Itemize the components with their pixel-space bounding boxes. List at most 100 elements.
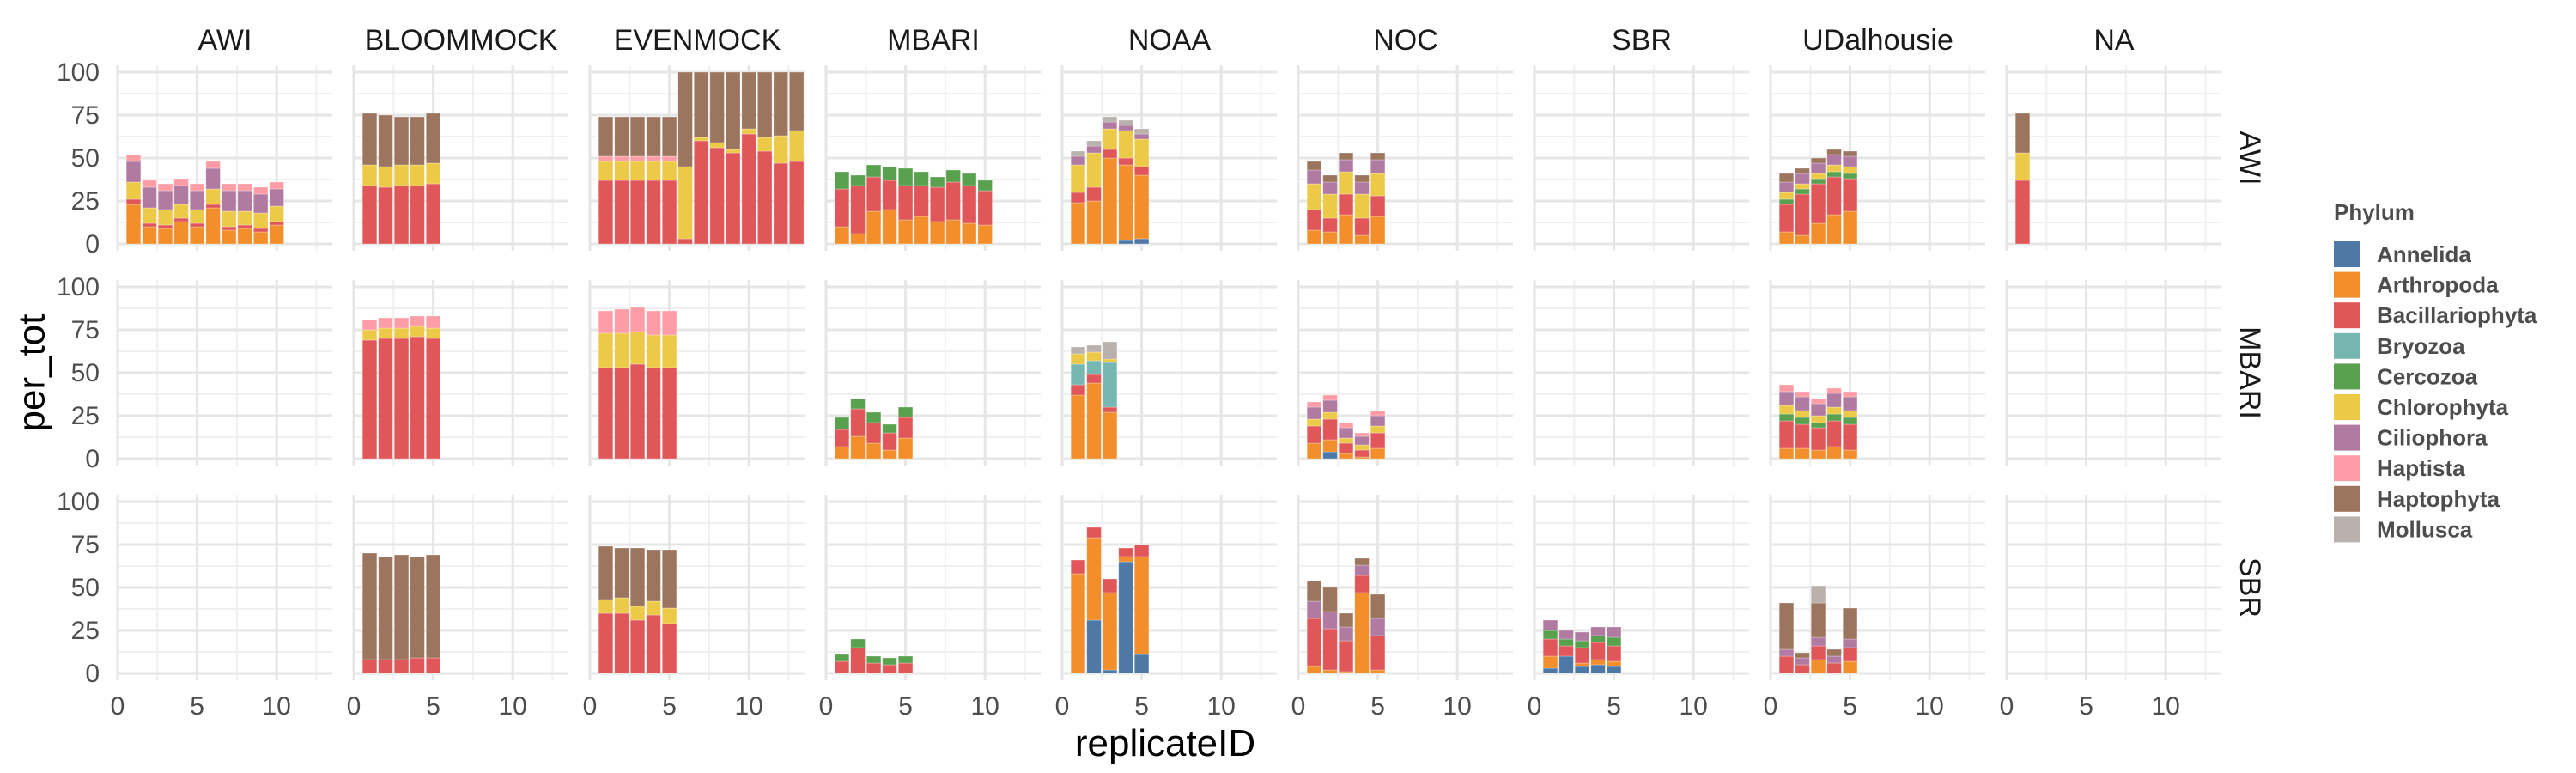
bar-segment-chlorophyta: [189, 209, 205, 224]
row-strip-label: MBARI: [2233, 326, 2266, 419]
bar-segment-ciliophora: [1810, 162, 1826, 174]
bar-segment-bacillariophyta: [897, 662, 914, 674]
bar-segment-ciliophora: [1338, 159, 1354, 173]
legend-swatch-cercozoa: [2334, 363, 2360, 390]
bar-segment-haptista: [614, 308, 629, 334]
bar-segment-ciliophora: [1842, 396, 1858, 411]
bar-segment-bacillariophyta: [629, 180, 646, 245]
bar-segment-arthropoda: [1086, 537, 1102, 621]
bar-segment-haptista: [1322, 394, 1338, 401]
bar-segment-ciliophora: [125, 161, 142, 183]
bar-segment-bacillariophyta: [1778, 420, 1795, 449]
bar-segment-haptophyta: [1778, 602, 1795, 650]
bar-segment-haptista: [142, 180, 157, 188]
bar-segment-bacillariophyta: [1826, 176, 1842, 216]
legend-label-cercozoa: Cercozoa: [2377, 363, 2478, 389]
bar-segment-chlorophyta: [646, 600, 661, 616]
bar-segment-bacillariophyta: [1810, 427, 1826, 451]
bar-segment-ciliophora: [1133, 133, 1150, 140]
bar-segment-annelida: [1133, 654, 1150, 674]
bar-segment-bacillariophyta: [1795, 664, 1810, 674]
bar-segment-chlorophyta: [598, 599, 614, 614]
bar-segment-haptophyta: [425, 113, 441, 164]
bar-segment-bacillariophyta: [173, 217, 189, 222]
column-strip-label: AWI: [198, 24, 252, 57]
bar-segment-bacillariophyta: [269, 221, 284, 226]
bar-segment-annelida: [1102, 669, 1118, 674]
x-tick-label: 5: [190, 692, 204, 721]
bar-segment-bacillariophyta: [897, 417, 914, 439]
bar-segment-chlorophyta: [646, 334, 661, 368]
bar-segment-haptophyta: [646, 116, 661, 157]
bar-segment-chlorophyta: [1370, 425, 1386, 434]
bar-segment-arthropoda: [1133, 556, 1150, 655]
bar-segment-arthropoda: [1842, 660, 1858, 674]
panel-SBR-AWI: [116, 495, 332, 680]
bar-segment-bacillariophyta: [773, 162, 788, 245]
panels-layer: [116, 65, 2221, 680]
bar-segment-ciliophora: [1102, 121, 1118, 130]
bar-segment-haptista: [410, 315, 425, 327]
bar-segment-chlorophyta: [252, 212, 269, 229]
bar-segment-ciliophora: [1778, 648, 1795, 657]
bar-segment-arthropoda: [1070, 394, 1086, 460]
bar-segment-haptista: [598, 310, 614, 334]
bar-segment-ciliophora: [173, 185, 189, 205]
bar-segment-bacillariophyta: [205, 204, 221, 209]
bar-segment-arthropoda: [897, 219, 914, 245]
bar-segment-arthropoda: [866, 210, 882, 245]
legend-swatch-haptophyta: [2334, 485, 2360, 512]
bar-segment-cercozoa: [914, 171, 929, 186]
x-tick-label: 5: [662, 692, 677, 721]
x-tick-label: 0: [1764, 692, 1778, 721]
x-tick-label: 10: [262, 692, 290, 721]
x-tick-label: 5: [2079, 692, 2093, 721]
bar-segment-arthropoda: [173, 221, 189, 245]
bar-segment-ciliophora: [1354, 435, 1370, 446]
bar-segment-bacillariophyta: [1322, 628, 1338, 671]
bar-segment-bacillariophyta: [929, 186, 945, 222]
bar-segment-bacillariophyta: [425, 657, 441, 674]
bars-SBR-MBARI: [834, 638, 914, 674]
bars-MBARI-NOAA: [1070, 341, 1118, 460]
x-tick-label: 5: [898, 692, 913, 721]
bar-segment-chlorophyta: [661, 607, 677, 624]
bar-segment-ciliophora: [1810, 403, 1826, 417]
bar-segment-haptista: [598, 155, 614, 162]
bar-segment-chlorophyta: [629, 606, 646, 621]
bars-SBR-NOAA: [1070, 526, 1150, 674]
bar-segment-bacillariophyta: [866, 422, 882, 444]
bar-segment-mollusca: [1118, 119, 1133, 126]
bar-segment-arthropoda: [850, 435, 866, 460]
bar-segment-bacillariophyta: [598, 367, 614, 460]
panel-MBARI-NA: [2005, 280, 2221, 466]
bar-segment-haptista: [629, 307, 646, 332]
bar-segment-chlorophyta: [1354, 444, 1370, 451]
bar-segment-bacillariophyta: [882, 180, 897, 210]
bar-segment-arthropoda: [850, 233, 866, 245]
bar-segment-arthropoda: [1102, 411, 1118, 460]
bar-segment-arthropoda: [1118, 556, 1133, 563]
bar-segment-cercozoa: [897, 167, 914, 186]
bar-segment-bacillariophyta: [378, 659, 393, 674]
bar-segment-arthropoda: [1590, 659, 1606, 666]
bar-segment-haptophyta: [661, 116, 677, 157]
bar-segment-haptophyta: [410, 116, 425, 166]
bar-segment-bacillariophyta: [882, 664, 897, 674]
bar-segment-cercozoa: [1795, 417, 1810, 425]
bar-segment-haptista: [1842, 391, 1858, 398]
bar-segment-haptista: [1795, 391, 1810, 398]
bar-segment-chlorophyta: [1842, 166, 1858, 174]
bar-segment-haptophyta: [1826, 149, 1842, 155]
bar-segment-chlorophyta: [693, 137, 709, 142]
bar-segment-ciliophora: [1086, 145, 1102, 154]
bar-segment-cercozoa: [1606, 636, 1622, 647]
bar-segment-bacillariophyta: [1306, 618, 1322, 667]
bar-segment-haptista: [661, 310, 677, 336]
bar-segment-chlorophyta: [1086, 152, 1102, 188]
bar-segment-arthropoda: [1826, 214, 1842, 245]
panel-MBARI-NOC: [1297, 280, 1513, 466]
bar-segment-chlorophyta: [614, 332, 629, 368]
bar-segment-arthropoda: [1810, 659, 1826, 674]
